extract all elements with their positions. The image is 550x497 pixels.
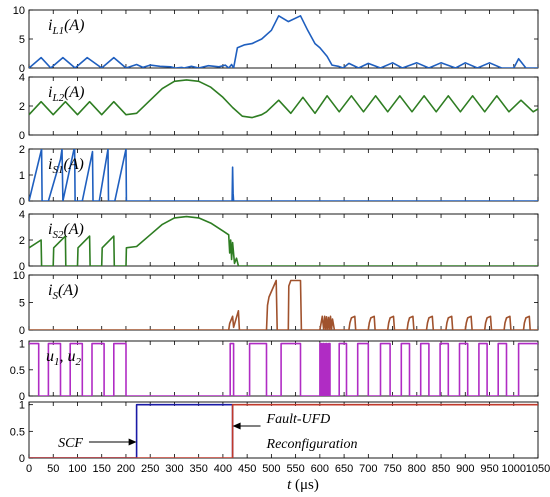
panel-7-ytick-label: 0 bbox=[19, 453, 25, 465]
panel-1-ytick-label: 5 bbox=[19, 34, 25, 46]
panel-2-label: iL2(A) bbox=[48, 84, 85, 104]
panel-7-ytick-label: 0.5 bbox=[10, 426, 25, 438]
panel-3-series-1-line bbox=[29, 149, 538, 201]
panel-1-label: iL1(A) bbox=[48, 17, 85, 37]
panel-5-ytick-label: 10 bbox=[13, 270, 25, 282]
x-tick-label: 100 bbox=[68, 463, 86, 475]
annotation-fault-ufd: Fault-UFD bbox=[266, 412, 331, 427]
panel-1-ytick-label: 10 bbox=[13, 5, 25, 17]
panel-1-ytick-label: 0 bbox=[19, 63, 25, 75]
panel-3-frame bbox=[28, 148, 539, 202]
panel-3-ytick-label: 0 bbox=[19, 196, 25, 208]
annotation-reconfiguration: Reconfiguration bbox=[266, 437, 358, 452]
panels-group: 0510iL1(A)024iL2(A)012iS1(A)024iS2(A)051… bbox=[10, 5, 539, 465]
annotation-scf: SCF bbox=[58, 436, 83, 451]
panel-6-label: u1, u2 bbox=[46, 348, 82, 368]
x-tick-label: 450 bbox=[238, 463, 256, 475]
x-tick-label: 0 bbox=[26, 463, 32, 475]
panel-3-label: iS1(A) bbox=[48, 156, 84, 176]
panel-2-ytick-label: 0 bbox=[19, 130, 25, 142]
panel-6-ytick-label: 0 bbox=[19, 391, 25, 403]
panel-6-ytick-label: 0.5 bbox=[10, 365, 25, 377]
panel-3: 0 1 2 iS1(A) bbox=[19, 144, 539, 208]
panel-5: 0 5 10 iS(A) bbox=[13, 270, 539, 337]
panel-5-ytick-label: 5 bbox=[19, 298, 25, 310]
x-tick-label: 700 bbox=[359, 463, 377, 475]
x-axis-label: t (μs) bbox=[287, 477, 319, 493]
panel-2-ytick-label: 2 bbox=[19, 101, 25, 113]
panel-7-series-2-line bbox=[29, 403, 538, 458]
x-tick-label: 1050 bbox=[526, 463, 550, 475]
x-tick-label: 900 bbox=[456, 463, 474, 475]
panel-2-ytick-label: 4 bbox=[19, 72, 25, 84]
x-tick-label: 200 bbox=[117, 463, 135, 475]
panel-6-frame bbox=[28, 340, 539, 397]
x-tick-label: 150 bbox=[93, 463, 111, 475]
panel-4-label: iS2(A) bbox=[48, 221, 84, 241]
x-axis: 0 50 100 150 200 250 300 350 400 450 500 550 600 650 7… bbox=[26, 463, 550, 475]
x-tick-label: 800 bbox=[408, 463, 426, 475]
x-tick-label: 1000 bbox=[502, 463, 526, 475]
panel-7-ytick-label: 1 bbox=[19, 400, 25, 412]
annotation-arrow-head bbox=[232, 422, 241, 430]
panel-1: 0 5 10 iL1(A) bbox=[13, 5, 539, 75]
x-tick-label: 350 bbox=[189, 463, 207, 475]
x-tick-label: 300 bbox=[165, 463, 183, 475]
panel-4: 0 2 4 iS2(A) bbox=[19, 209, 539, 273]
panel-6-ytick-label: 1 bbox=[19, 339, 25, 351]
panel-5-frame bbox=[28, 274, 539, 331]
x-tick-label: 850 bbox=[432, 463, 450, 475]
panel-4-frame bbox=[28, 213, 539, 267]
panel-4-ytick-label: 0 bbox=[19, 261, 25, 273]
panel-1-series-1-line bbox=[29, 15, 538, 68]
x-tick-label: 250 bbox=[141, 463, 159, 475]
panel-5-series-1-line bbox=[29, 279, 538, 330]
annotation-arrow-head bbox=[128, 438, 137, 446]
panel-4-ytick-label: 2 bbox=[19, 235, 25, 247]
panel-3-ytick-label: 2 bbox=[19, 144, 25, 156]
x-tick-label: 600 bbox=[311, 463, 329, 475]
x-tick-label: 950 bbox=[480, 463, 498, 475]
panel-4-ytick-label: 4 bbox=[19, 209, 25, 221]
panel-2: 0 2 4 iL2(A) bbox=[19, 72, 539, 142]
panel-5-label: iS(A) bbox=[48, 282, 78, 302]
x-tick-label: 650 bbox=[335, 463, 353, 475]
x-tick-label: 50 bbox=[47, 463, 59, 475]
panel-3-ytick-label: 1 bbox=[19, 170, 25, 182]
panel-2-series-1-line bbox=[29, 79, 538, 119]
x-tick-label: 500 bbox=[262, 463, 280, 475]
panel-4-series-1-line bbox=[29, 215, 538, 266]
x-tick-label: 400 bbox=[214, 463, 232, 475]
panel-7: 0 0.5 1 SCF Fault-UFD Reconfiguration bbox=[10, 400, 539, 465]
x-tick-label: 750 bbox=[383, 463, 401, 475]
panel-6: 0 0.5 1 u1, u2 bbox=[10, 339, 539, 403]
panel-7-frame bbox=[28, 401, 539, 459]
panel-5-ytick-label: 0 bbox=[19, 325, 25, 337]
x-tick-label: 550 bbox=[286, 463, 304, 475]
